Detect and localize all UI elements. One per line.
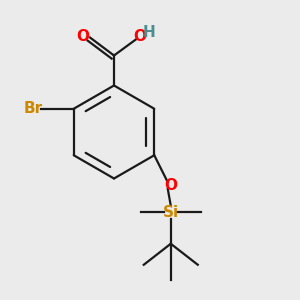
Text: H: H — [143, 26, 155, 40]
Text: O: O — [133, 29, 146, 44]
Text: O: O — [76, 29, 89, 44]
Text: O: O — [164, 178, 177, 193]
Text: Br: Br — [24, 101, 43, 116]
Text: Si: Si — [163, 205, 179, 220]
